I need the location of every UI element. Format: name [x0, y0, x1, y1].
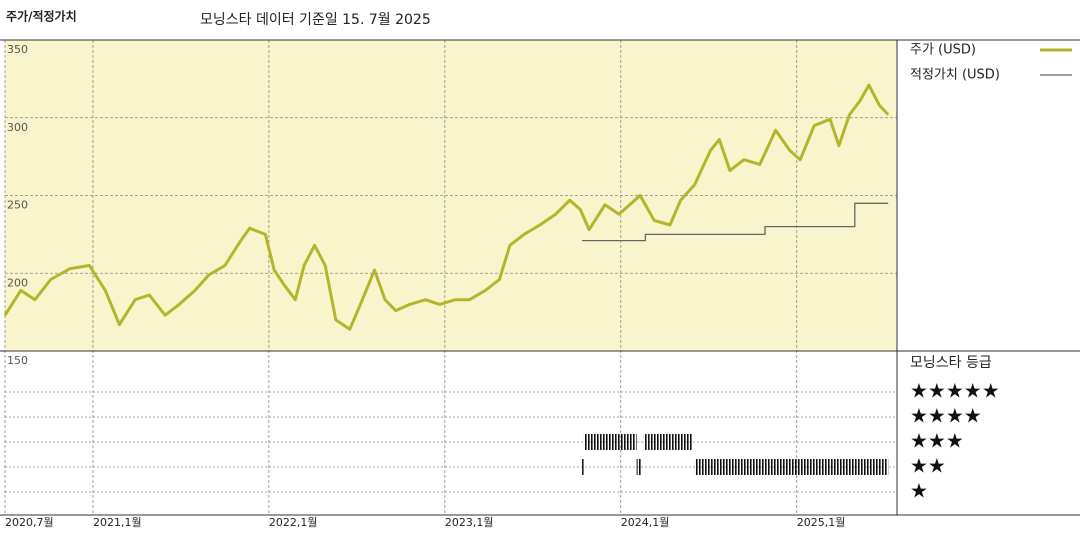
rating-bar	[583, 434, 637, 450]
rating-label: ★★	[910, 454, 946, 478]
legend-label: 적정가치 (USD)	[910, 68, 1000, 83]
x-tick-label: 2023,1월	[445, 516, 494, 529]
y-tick-label: 150	[7, 354, 28, 367]
y-tick-label: 350	[7, 43, 28, 56]
y-tick-label: 250	[7, 199, 28, 212]
series-line	[582, 202, 889, 242]
chart-title: 주가/적정가치	[6, 9, 77, 24]
x-tick-label: 2024,1월	[621, 516, 670, 529]
series-line	[3, 83, 890, 331]
y-tick-label: 300	[7, 121, 28, 134]
rating-bar	[582, 459, 584, 475]
rating-label: ★★★	[910, 429, 964, 453]
legend-label: 주가 (USD)	[910, 43, 976, 58]
rating-label: ★★★★★	[910, 379, 1000, 403]
y-tick-label: 200	[7, 276, 28, 289]
rating-bar	[636, 459, 642, 475]
x-tick-label: 2021,1월	[93, 516, 142, 529]
rating-bar	[694, 459, 889, 475]
x-tick-label: 2022,1월	[269, 516, 318, 529]
rating-label: ★★★★	[910, 404, 982, 428]
rating-label: ★	[910, 479, 928, 503]
rating-bar	[643, 434, 693, 450]
chart-subtitle: 모닝스타 데이터 기준일 15. 7월 2025	[200, 12, 431, 28]
rating-title: 모닝스타 등급	[910, 355, 992, 371]
x-tick-label: 2020,7월	[5, 516, 54, 529]
x-tick-label: 2025,1월	[797, 516, 846, 529]
